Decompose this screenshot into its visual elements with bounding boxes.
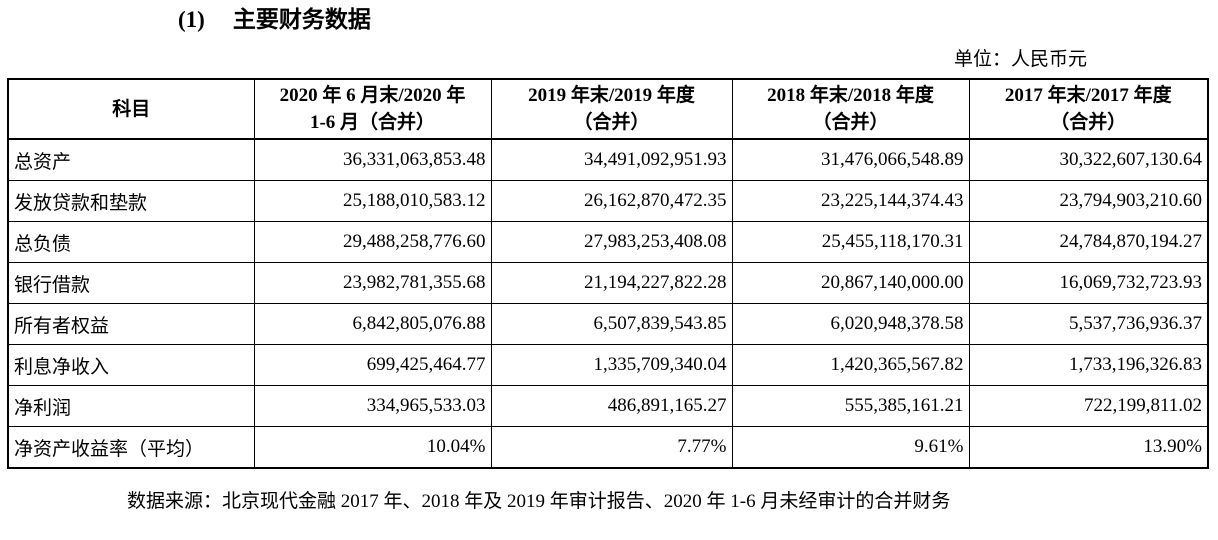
row-label: 净利润 [7,385,255,427]
table-row: 利息净收入 699,425,464.77 1,335,709,340.04 1,… [7,344,1209,386]
cell-value: 1,733,196,326.83 [968,344,1209,386]
financial-data-table: 科目 2020 年 6 月末/2020 年 1-6 月（合并） 2019 年末/… [7,78,1209,469]
cell-value: 486,891,165.27 [490,385,733,427]
cell-value: 23,225,144,374.43 [731,180,970,222]
unit-label: 单位：人民币元 [953,49,1087,70]
cell-value: 334,965,533.03 [253,385,492,427]
cell-value: 23,982,781,355.68 [253,262,492,304]
cell-value: 30,322,607,130.64 [968,138,1209,181]
cell-value: 13.90% [968,426,1209,469]
cell-value: 5,537,736,936.37 [968,303,1209,345]
col-header-2020: 2020 年 6 月末/2020 年 1-6 月（合并） [253,78,492,140]
cell-value: 699,425,464.77 [253,344,492,386]
cell-value: 31,476,066,548.89 [731,138,970,181]
cell-value: 29,488,258,776.60 [253,221,492,263]
row-label: 发放贷款和垫款 [7,180,255,222]
cell-value: 722,199,811.02 [968,385,1209,427]
col-header-subject: 科目 [7,78,255,140]
table-row: 银行借款 23,982,781,355.68 21,194,227,822.28… [7,262,1209,304]
cell-value: 24,784,870,194.27 [968,221,1209,263]
row-label: 所有者权益 [7,303,255,345]
row-label: 总资产 [7,138,255,181]
cell-value: 1,335,709,340.04 [490,344,733,386]
col-header-2019: 2019 年末/2019 年度 （合并） [490,78,733,140]
cell-value: 6,507,839,543.85 [490,303,733,345]
col-header-2017: 2017 年末/2017 年度 （合并） [968,78,1209,140]
cell-value: 16,069,732,723.93 [968,262,1209,304]
row-label: 利息净收入 [7,344,255,386]
cell-value: 555,385,161.21 [731,385,970,427]
row-label: 银行借款 [7,262,255,304]
table-row: 净资产收益率（平均） 10.04% 7.77% 9.61% 13.90% [7,426,1209,469]
col-header-2018: 2018 年末/2018 年度 （合并） [731,78,970,140]
cell-value: 1,420,365,567.82 [731,344,970,386]
cell-value: 9.61% [731,426,970,469]
cell-value: 27,983,253,408.08 [490,221,733,263]
table-row: 总资产 36,331,063,853.48 34,491,092,951.93 … [7,138,1209,181]
table-header-row: 科目 2020 年 6 月末/2020 年 1-6 月（合并） 2019 年末/… [7,78,1209,140]
cell-value: 25,188,010,583.12 [253,180,492,222]
section-title-text: 主要财务数据 [232,7,371,32]
cell-value: 6,842,805,076.88 [253,303,492,345]
section-number: (1) [178,7,205,32]
table-row: 净利润 334,965,533.03 486,891,165.27 555,38… [7,385,1209,427]
cell-value: 10.04% [253,426,492,469]
row-label: 净资产收益率（平均） [7,426,255,469]
table-row: 发放贷款和垫款 25,188,010,583.12 26,162,870,472… [7,180,1209,222]
table-row: 总负债 29,488,258,776.60 27,983,253,408.08 … [7,221,1209,263]
cell-value: 7.77% [490,426,733,469]
cell-value: 36,331,063,853.48 [253,138,492,181]
cell-value: 25,455,118,170.31 [731,221,970,263]
section-title: (1) 主要财务数据 [0,0,1218,33]
cell-value: 20,867,140,000.00 [731,262,970,304]
data-source-note: 数据来源：北京现代金融 2017 年、2018 年及 2019 年审计报告、20… [127,491,951,512]
cell-value: 26,162,870,472.35 [490,180,733,222]
table-row: 所有者权益 6,842,805,076.88 6,507,839,543.85 … [7,303,1209,345]
cell-value: 34,491,092,951.93 [490,138,733,181]
cell-value: 6,020,948,378.58 [731,303,970,345]
row-label: 总负债 [7,221,255,263]
cell-value: 23,794,903,210.60 [968,180,1209,222]
cell-value: 21,194,227,822.28 [490,262,733,304]
